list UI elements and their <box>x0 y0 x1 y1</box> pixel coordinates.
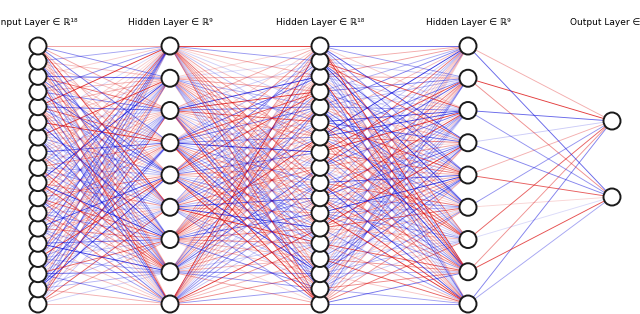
Ellipse shape <box>161 166 179 183</box>
Ellipse shape <box>161 70 179 87</box>
Ellipse shape <box>460 37 477 55</box>
Text: Hidden Layer ∈ ℝ¹⁸: Hidden Layer ∈ ℝ¹⁸ <box>276 18 364 27</box>
Ellipse shape <box>29 128 47 146</box>
Ellipse shape <box>161 295 179 312</box>
Ellipse shape <box>312 113 328 130</box>
Ellipse shape <box>460 166 477 183</box>
Ellipse shape <box>312 68 328 85</box>
Ellipse shape <box>161 199 179 216</box>
Ellipse shape <box>29 280 47 297</box>
Ellipse shape <box>604 112 621 129</box>
Ellipse shape <box>29 204 47 221</box>
Ellipse shape <box>29 265 47 282</box>
Ellipse shape <box>312 53 328 70</box>
Ellipse shape <box>312 83 328 100</box>
Ellipse shape <box>161 263 179 280</box>
Ellipse shape <box>29 53 47 70</box>
Ellipse shape <box>312 37 328 55</box>
Ellipse shape <box>312 144 328 161</box>
Ellipse shape <box>460 70 477 87</box>
Ellipse shape <box>460 295 477 312</box>
Ellipse shape <box>460 199 477 216</box>
Ellipse shape <box>312 174 328 191</box>
Ellipse shape <box>312 98 328 115</box>
Ellipse shape <box>460 102 477 119</box>
Ellipse shape <box>312 235 328 252</box>
Ellipse shape <box>312 189 328 206</box>
Ellipse shape <box>29 113 47 130</box>
Ellipse shape <box>460 134 477 151</box>
Ellipse shape <box>312 159 328 176</box>
Ellipse shape <box>161 102 179 119</box>
Text: Hidden Layer ∈ ℝ⁹: Hidden Layer ∈ ℝ⁹ <box>426 18 510 27</box>
Ellipse shape <box>161 134 179 151</box>
Ellipse shape <box>312 280 328 297</box>
Ellipse shape <box>29 219 47 237</box>
Ellipse shape <box>460 231 477 248</box>
Ellipse shape <box>312 128 328 146</box>
Ellipse shape <box>29 189 47 206</box>
Ellipse shape <box>312 219 328 237</box>
Text: Input Layer ∈ ℝ¹⁸: Input Layer ∈ ℝ¹⁸ <box>0 18 78 27</box>
Ellipse shape <box>29 83 47 100</box>
Ellipse shape <box>29 159 47 176</box>
Ellipse shape <box>29 37 47 55</box>
Ellipse shape <box>312 250 328 267</box>
Text: Output Layer ∈ ℝ²: Output Layer ∈ ℝ² <box>570 18 640 27</box>
Ellipse shape <box>29 68 47 85</box>
Ellipse shape <box>29 144 47 161</box>
Ellipse shape <box>312 265 328 282</box>
Ellipse shape <box>312 204 328 221</box>
Ellipse shape <box>29 295 47 312</box>
Ellipse shape <box>460 263 477 280</box>
Text: Hidden Layer ∈ ℝ⁹: Hidden Layer ∈ ℝ⁹ <box>127 18 212 27</box>
Ellipse shape <box>161 231 179 248</box>
Ellipse shape <box>604 188 621 205</box>
Ellipse shape <box>29 174 47 191</box>
Ellipse shape <box>29 235 47 252</box>
Ellipse shape <box>161 37 179 55</box>
Ellipse shape <box>29 98 47 115</box>
Ellipse shape <box>29 250 47 267</box>
Ellipse shape <box>312 295 328 312</box>
